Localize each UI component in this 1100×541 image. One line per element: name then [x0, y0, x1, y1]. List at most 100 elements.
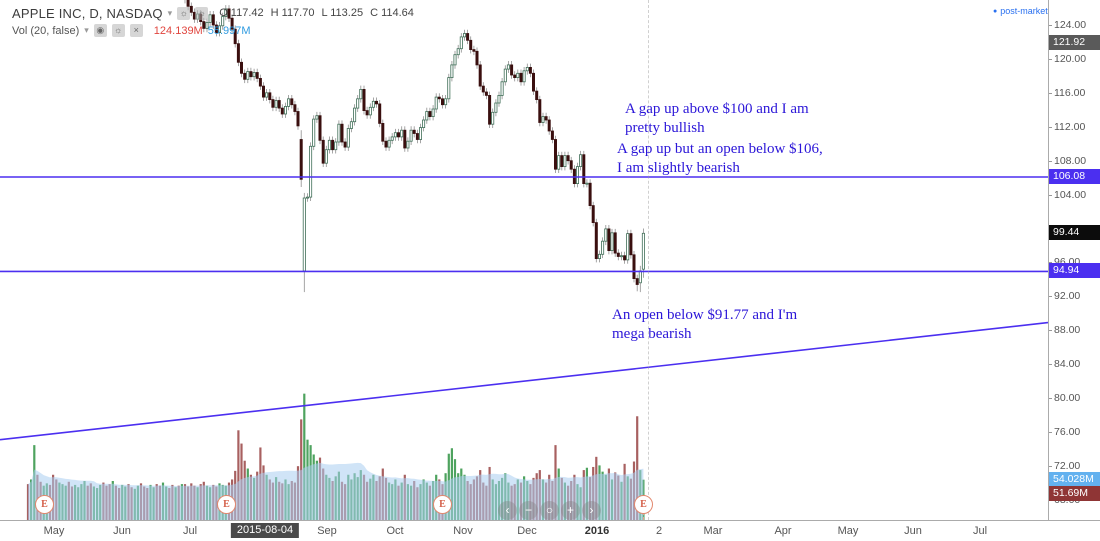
- candle-body: [362, 89, 366, 112]
- candle-body: [296, 111, 300, 127]
- ohlc-c: C 114.64: [370, 7, 414, 19]
- time-axis[interactable]: May Jun Jul Sep Oct Nov Dec 2016 2 Mar Apr May Jun Ju…: [0, 520, 1100, 541]
- gear-icon[interactable]: ☼: [177, 6, 191, 20]
- candle-body: [356, 98, 360, 109]
- candle-body: [290, 98, 294, 106]
- zoom-out-button[interactable]: −: [519, 501, 538, 520]
- price-badge: 99.44: [1049, 225, 1100, 240]
- volume-study-label[interactable]: Vol (20, false): [12, 24, 80, 37]
- annotation-mega-bearish[interactable]: An open below $91.77 and I'm mega bearis…: [612, 307, 798, 343]
- price-tick-mark: [1049, 195, 1052, 196]
- time-axis-label: Sep: [317, 525, 337, 537]
- close-icon[interactable]: ×: [129, 24, 143, 37]
- candle-body: [519, 72, 523, 83]
- candle-body: [396, 132, 400, 138]
- price-tick-label: 120.00: [1054, 53, 1087, 65]
- earnings-marker[interactable]: E: [217, 495, 236, 514]
- earnings-marker[interactable]: E: [35, 495, 54, 514]
- candle-body: [484, 91, 488, 96]
- chart-legend: APPLE INC, D, NASDAQ ▾ ☼ ☼ O 117.42 H 117…: [12, 5, 414, 38]
- candle-body: [224, 8, 228, 17]
- candle-body: [261, 85, 265, 98]
- volume-bar: [303, 393, 306, 520]
- candle-body: [598, 253, 602, 260]
- candle-body: [450, 64, 454, 79]
- candle-body: [437, 96, 441, 100]
- candle-body: [205, 22, 209, 29]
- chevron-down-icon[interactable]: ▾: [167, 7, 173, 18]
- annotation-slightly-bearish[interactable]: A gap up but an open below $106, I am sl…: [617, 141, 823, 177]
- time-axis-label: Nov: [453, 525, 473, 537]
- chart-pane[interactable]: [0, 0, 1048, 520]
- chevron-down-icon[interactable]: ▾: [84, 25, 89, 35]
- candle-body: [538, 99, 542, 123]
- candle-body: [623, 255, 627, 261]
- ohlc-values: O 117.42 H 117.70 L 113.25 C 114.64: [219, 7, 414, 19]
- candle-body: [368, 106, 372, 116]
- candle-body: [255, 72, 259, 79]
- time-axis-label: Jul: [972, 525, 988, 537]
- candle-body: [214, 24, 218, 33]
- status-dot-icon: ●: [993, 7, 998, 15]
- scroll-left-button[interactable]: ‹: [498, 501, 517, 520]
- candle-body: [469, 39, 473, 50]
- price-tick-label: 72.00: [1054, 460, 1081, 472]
- candle-body: [563, 155, 567, 168]
- candle-body: [569, 160, 573, 170]
- candle-body: [466, 33, 470, 41]
- candle-body: [400, 129, 404, 138]
- eye-icon[interactable]: ◉: [93, 24, 107, 37]
- zoom-in-button[interactable]: +: [561, 501, 580, 520]
- volume-ma-area: [28, 462, 644, 520]
- earnings-marker-dash: [643, 512, 644, 520]
- candle-body: [566, 155, 570, 162]
- annotation-bullish[interactable]: A gap up above $100 and I am pretty bull…: [625, 101, 809, 137]
- reset-view-button[interactable]: ○: [540, 501, 559, 520]
- trendline-drawing[interactable]: [0, 321, 1048, 441]
- candle-body: [503, 68, 507, 83]
- candle-body: [576, 166, 580, 185]
- price-tick-mark: [1049, 25, 1052, 26]
- candle-body: [221, 16, 225, 27]
- volume-ma-value: 55.997M: [207, 24, 251, 37]
- candle-body: [506, 64, 510, 70]
- candle-body: [406, 140, 410, 149]
- symbol-title[interactable]: APPLE INC, D, NASDAQ: [12, 5, 163, 21]
- candle-body: [604, 228, 608, 242]
- candle-body: [359, 89, 363, 100]
- candle-body: [258, 78, 262, 87]
- price-tick-mark: [1049, 262, 1052, 263]
- candle-body: [340, 123, 344, 143]
- price-tick-mark: [1049, 161, 1052, 162]
- earnings-marker[interactable]: E: [634, 495, 653, 514]
- time-axis-label: Jun: [113, 525, 131, 537]
- post-market-status: ● post-market: [993, 6, 1048, 16]
- candle-body: [535, 90, 539, 100]
- time-axis-label: Jun: [904, 525, 922, 537]
- candle-body: [211, 14, 215, 26]
- gear-icon[interactable]: ☼: [195, 6, 209, 20]
- price-tick-label: 124.00: [1054, 19, 1087, 31]
- candle-body: [302, 197, 306, 272]
- volume-bar: [636, 416, 639, 520]
- candle-body: [349, 121, 353, 129]
- ohlc-l: L 113.25: [321, 7, 364, 19]
- candle-body: [334, 141, 338, 151]
- candlestick-volume-chart[interactable]: [0, 0, 1048, 520]
- earnings-marker[interactable]: E: [433, 495, 452, 514]
- candle-body: [208, 14, 212, 23]
- candle-body: [343, 141, 347, 148]
- gear-icon[interactable]: ☼: [111, 24, 125, 37]
- candle-body: [324, 149, 328, 164]
- candle-body: [374, 100, 378, 105]
- scroll-right-button[interactable]: ›: [582, 501, 601, 520]
- candle-body: [327, 139, 331, 151]
- candle-body: [268, 92, 272, 101]
- candle-body: [236, 43, 240, 63]
- time-axis-label: Apr: [774, 525, 792, 537]
- candle-body: [280, 107, 284, 115]
- price-badge: 54.028M: [1049, 472, 1100, 487]
- price-axis[interactable]: 124.00 120.00 116.00 112.00 108.00 104.00 96.0…: [1048, 0, 1100, 520]
- candle-body: [456, 48, 460, 56]
